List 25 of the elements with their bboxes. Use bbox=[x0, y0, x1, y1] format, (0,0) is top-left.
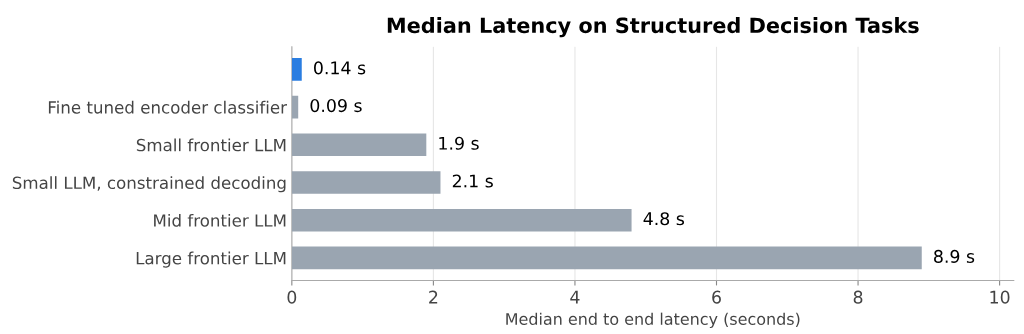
y-tick-label: Small frontier LLM bbox=[136, 138, 286, 152]
x-tick-label: 6 bbox=[712, 290, 721, 304]
bar bbox=[291, 95, 299, 119]
bar bbox=[291, 171, 441, 194]
bar bbox=[291, 58, 302, 81]
x-axis-title: Median end to end latency (seconds) bbox=[506, 312, 800, 329]
x-tick-label: 0 bbox=[287, 290, 297, 304]
x-tick-label: 10 bbox=[990, 290, 1010, 304]
bar bbox=[291, 133, 427, 157]
bar bbox=[291, 246, 922, 270]
y-tick-label: Large frontier LLM bbox=[136, 251, 286, 268]
data-label: 4.8 s bbox=[643, 212, 684, 226]
data-label: 2.1 s bbox=[452, 174, 493, 188]
x-tick-label: 2 bbox=[429, 290, 438, 304]
y-tick-label: Mid frontier LLM bbox=[154, 213, 286, 227]
bar bbox=[291, 208, 632, 232]
data-label: 0.09 s bbox=[310, 99, 362, 113]
y-tick-label: Small LLM, constrained decoding bbox=[12, 176, 286, 193]
data-label: 1.9 s bbox=[439, 136, 479, 150]
y-tick-label: Fine tuned encoder classifier bbox=[48, 100, 287, 114]
chart-title: Median Latency on Structured Decision Tasks bbox=[387, 17, 919, 38]
data-label: 0.14 s bbox=[314, 61, 366, 75]
x-tick-label: 4 bbox=[570, 290, 580, 304]
data-label: 8.9 s bbox=[934, 249, 975, 263]
x-tick-label: 8 bbox=[853, 290, 863, 304]
